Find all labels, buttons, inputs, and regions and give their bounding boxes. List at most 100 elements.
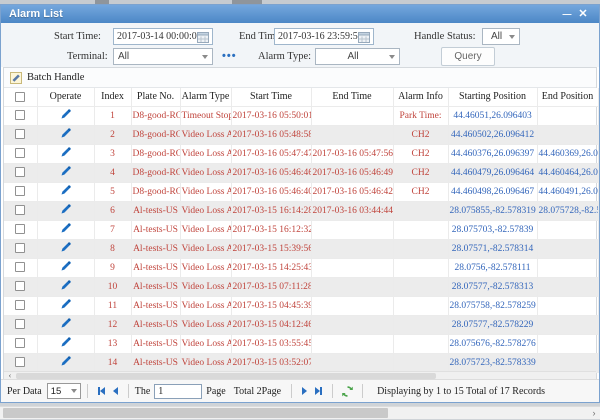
operate-cell bbox=[37, 220, 95, 240]
edit-pencil-icon[interactable] bbox=[60, 203, 72, 215]
operate-cell bbox=[37, 106, 95, 126]
index-cell: 12 bbox=[94, 315, 132, 335]
start-time-cell: 2017-03-16 05:48:58 bbox=[231, 125, 312, 145]
end-position-cell bbox=[537, 220, 599, 240]
table-row: 1 D8-good-RO Timeout Stop 2017-03-16 05:… bbox=[4, 106, 599, 126]
batch-handle-icon bbox=[10, 71, 22, 84]
edit-pencil-icon[interactable] bbox=[60, 241, 72, 253]
first-page-button[interactable] bbox=[97, 387, 105, 395]
alarm-table-body: 1 D8-good-RO Timeout Stop 2017-03-16 05:… bbox=[4, 106, 599, 373]
row-checkbox[interactable] bbox=[15, 110, 26, 121]
chevron-down-icon bbox=[202, 54, 208, 59]
end-time-cell: 2017-03-16 05:46:49 bbox=[311, 163, 394, 183]
starting-position-cell: 44.460376,26.096397 bbox=[448, 144, 538, 164]
batch-handle-button[interactable]: Batch Handle bbox=[4, 68, 596, 88]
row-checkbox[interactable] bbox=[15, 243, 26, 254]
edit-pencil-icon[interactable] bbox=[60, 260, 72, 272]
start-time-label: Start Time: bbox=[54, 31, 101, 42]
handle-status-dropdown[interactable]: All bbox=[482, 28, 520, 45]
previous-page-button[interactable] bbox=[112, 387, 118, 395]
per-data-select[interactable]: 15 bbox=[46, 383, 81, 399]
next-page-button[interactable] bbox=[302, 387, 308, 395]
edit-pencil-icon[interactable] bbox=[60, 298, 72, 310]
plate-cell: Al-tests-US bbox=[131, 315, 181, 335]
column-header-plate: Plate No. bbox=[131, 88, 181, 107]
scroll-left-icon[interactable]: ‹ bbox=[8, 371, 12, 380]
row-checkbox[interactable] bbox=[15, 338, 26, 349]
edit-pencil-icon[interactable] bbox=[60, 127, 72, 139]
index-cell: 3 bbox=[94, 144, 132, 164]
starting-position-cell: 44.460479,26.096464 bbox=[448, 163, 538, 183]
pagination-bar: Per Data 15 The 1 Page Total 2Page Displ… bbox=[1, 379, 599, 402]
alarm-info-cell bbox=[393, 296, 449, 316]
scroll-right-icon[interactable]: › bbox=[592, 408, 596, 418]
edit-pencil-icon[interactable] bbox=[60, 336, 72, 348]
calendar-icon[interactable] bbox=[197, 31, 209, 43]
column-header-index: Index bbox=[94, 88, 132, 107]
edit-pencil-icon[interactable] bbox=[60, 165, 72, 177]
row-checkbox[interactable] bbox=[15, 319, 26, 330]
alarm-info-cell bbox=[393, 334, 449, 354]
plate-cell: Al-tests-US bbox=[131, 201, 181, 221]
end-position-cell bbox=[537, 296, 599, 316]
edit-pencil-icon[interactable] bbox=[60, 317, 72, 329]
operate-cell bbox=[37, 353, 95, 373]
end-time-cell bbox=[311, 277, 394, 297]
alarm-type-cell: Video Loss A bbox=[180, 144, 232, 164]
end-time-cell bbox=[311, 239, 394, 259]
scrollbar-thumb[interactable] bbox=[3, 408, 388, 418]
terminal-dropdown[interactable]: All bbox=[113, 48, 213, 65]
alarm-type-dropdown[interactable]: All bbox=[315, 48, 400, 65]
end-position-cell bbox=[537, 315, 599, 335]
edit-pencil-icon[interactable] bbox=[60, 108, 72, 120]
start-time-cell: 2017-03-16 05:47:47 bbox=[231, 144, 312, 164]
start-time-cell: 2017-03-15 04:45:39 bbox=[231, 296, 312, 316]
table-row: 14 Al-tests-US Video Loss A 2017-03-15 0… bbox=[4, 353, 599, 373]
terminal-more-button[interactable]: ••• bbox=[222, 50, 237, 62]
edit-pencil-icon[interactable] bbox=[60, 222, 72, 234]
row-checkbox[interactable] bbox=[15, 186, 26, 197]
page-horizontal-scrollbar[interactable]: ‹ › bbox=[0, 406, 600, 419]
scrollbar-thumb[interactable] bbox=[16, 373, 436, 379]
edit-pencil-icon[interactable] bbox=[60, 279, 72, 291]
alarm-table-panel: Batch Handle Operate Index Plate No. Ala… bbox=[3, 67, 599, 381]
start-time-input[interactable]: 2017-03-14 00:00:00 bbox=[113, 28, 213, 45]
start-time-cell: 2017-03-15 14:25:43 bbox=[231, 258, 312, 278]
row-checkbox[interactable] bbox=[15, 262, 26, 273]
query-button[interactable]: Query bbox=[441, 47, 495, 66]
table-row: 5 D8-good-RO Video Loss A 2017-03-16 05:… bbox=[4, 182, 599, 202]
close-button[interactable]: ✕ bbox=[578, 8, 588, 20]
plate-cell: Al-tests-US bbox=[131, 296, 181, 316]
row-checkbox[interactable] bbox=[15, 167, 26, 178]
alarm-type-cell: Video Loss A bbox=[180, 258, 232, 278]
end-time-cell bbox=[311, 258, 394, 278]
table-header-row: Operate Index Plate No. Alarm Type Start… bbox=[4, 88, 599, 107]
alarm-type-cell: Video Loss A bbox=[180, 163, 232, 183]
row-checkbox[interactable] bbox=[15, 205, 26, 216]
start-time-cell: 2017-03-15 15:39:56 bbox=[231, 239, 312, 259]
select-all-checkbox[interactable] bbox=[15, 91, 26, 102]
operate-cell bbox=[37, 239, 95, 259]
edit-pencil-icon[interactable] bbox=[60, 355, 72, 367]
row-checkbox[interactable] bbox=[15, 224, 26, 235]
operate-cell bbox=[37, 334, 95, 354]
table-horizontal-scrollbar[interactable]: ‹ bbox=[4, 371, 596, 380]
row-checkbox[interactable] bbox=[15, 300, 26, 311]
row-checkbox[interactable] bbox=[15, 148, 26, 159]
calendar-icon[interactable] bbox=[358, 31, 370, 43]
start-time-cell: 2017-03-16 05:46:40 bbox=[231, 182, 312, 202]
row-checkbox[interactable] bbox=[15, 281, 26, 292]
page-number-input[interactable]: 1 bbox=[154, 383, 203, 399]
row-checkbox[interactable] bbox=[15, 129, 26, 140]
background-page-strip bbox=[0, 0, 600, 4]
end-time-input[interactable]: 2017-03-16 23:59:59 bbox=[274, 28, 374, 45]
end-position-cell: 44.460369,26.09640 bbox=[537, 144, 599, 164]
chevron-down-icon bbox=[70, 389, 77, 393]
row-select-cell bbox=[4, 163, 38, 183]
edit-pencil-icon[interactable] bbox=[60, 146, 72, 158]
minimize-button[interactable]: — bbox=[562, 9, 572, 19]
edit-pencil-icon[interactable] bbox=[60, 184, 72, 196]
row-checkbox[interactable] bbox=[15, 357, 26, 368]
last-page-button[interactable] bbox=[315, 387, 323, 395]
refresh-icon[interactable] bbox=[341, 385, 354, 398]
